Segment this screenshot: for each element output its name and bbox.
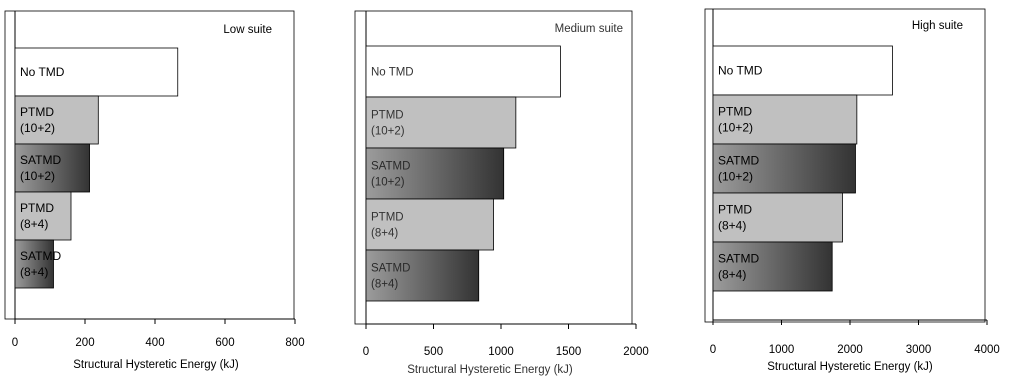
plot-frame [704,8,986,323]
bar-satmd-10-2 [14,143,90,193]
x-tick-label: 0 [363,346,369,358]
x-axis-label: Structural Hysteretic Energy (kJ) [407,364,573,376]
bar-label: SATMD [371,263,410,275]
bar-satmd-10-2 [365,147,505,200]
bar-ptmd-8-4 [365,198,494,251]
x-tick-label: 1000 [769,344,795,356]
x-tick-label: 0 [12,337,18,349]
bar-ptmd-10-2 [365,96,517,149]
bar-label: (8+4) [20,265,48,279]
x-tick-label: 600 [215,337,234,349]
bar-label: (10+2) [20,121,55,135]
x-tick-label: 400 [145,337,164,349]
chart-panel-2: Medium suite 0 500 1000 1500 2000 Structural H… [354,10,649,376]
bar-label: (8+4) [718,268,746,282]
bar-label: (10+2) [20,169,55,183]
bar-ptmd-8-4 [712,192,843,243]
bar-ptmd-10-2 [712,94,858,145]
bar-label: (10+2) [718,121,753,135]
x-tick-label: 0 [710,344,716,356]
bar-label: (8+4) [371,228,398,240]
bar-label: SATMD [718,252,759,266]
bar-satmd-8-4 [712,241,833,292]
bar-label: (10+2) [718,170,753,184]
bar-label: No TMD [718,64,763,78]
chart-panel-3: High suite 0 1000 2000 3000 4000 Structural Hy… [704,8,1000,373]
bar-label: (8+4) [718,219,746,233]
bar-label: SATMD [718,154,759,168]
chart-title: Medium suite [555,23,623,35]
x-tick-label: 800 [285,337,304,349]
bar-label: PTMD [718,105,752,119]
bar-ptmd-10-2 [14,95,99,145]
chart-title: High suite [912,20,963,32]
x-tick-label: 1000 [488,346,514,358]
x-axis-label: Structural Hysteretic Energy (kJ) [73,359,239,371]
bar-label: SATMD [20,153,61,167]
bar-label: (10+2) [371,126,405,138]
bar-no-tmd [365,45,561,98]
bar-label: PTMD [718,203,752,217]
bar-satmd-10-2 [712,143,856,194]
chart-title: Low suite [223,24,272,36]
bar-label: No TMD [20,65,65,79]
bar-satmd-8-4 [365,249,480,302]
x-tick-label: 3000 [906,344,932,356]
bar-ptmd-8-4 [14,191,72,241]
bar-label: PTMD [371,110,404,122]
x-tick-label: 2000 [837,344,863,356]
x-tick-label: 2000 [623,346,649,358]
bar-label: (8+4) [371,279,398,291]
x-tick-label: 500 [424,346,443,358]
x-tick-label: 4000 [974,344,1000,356]
bar-label: (8+4) [20,217,48,231]
bar-label: No TMD [371,67,414,79]
bar-label: SATMD [20,249,61,263]
x-tick-label: 1500 [556,346,582,358]
bar-satmd-8-4 [14,239,54,289]
x-tick-label: 200 [75,337,94,349]
bar-label: PTMD [20,201,54,215]
bar-label: (10+2) [371,177,405,189]
x-axis-label: Structural Hysteretic Energy (kJ) [767,361,933,373]
bar-label: PTMD [20,105,54,119]
chart-panel-1: Low suite 0 200 400 600 800 Structural Hystere… [4,10,305,371]
bar-label: SATMD [371,161,410,173]
bar-label: PTMD [371,212,404,224]
